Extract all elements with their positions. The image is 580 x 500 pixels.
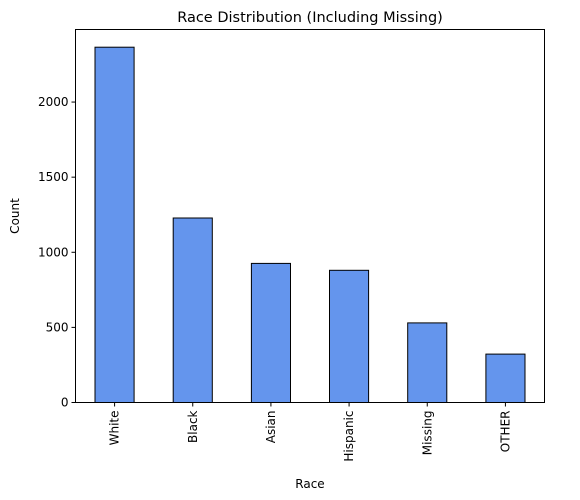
x-tick-label: Missing (420, 411, 434, 456)
bar-black (172, 217, 213, 403)
x-axis-label: Race (295, 477, 324, 491)
y-axis-ticks: 0 500 1000 1500 2000 (38, 95, 76, 410)
bar-other (485, 353, 526, 404)
bar-hispanic (329, 269, 370, 403)
y-tick-label: 1000 (38, 245, 69, 259)
x-tick-label: Asian (264, 411, 278, 444)
x-tick-label: White (108, 411, 122, 446)
y-tick-label: 1500 (38, 170, 69, 184)
x-tick-label: Black (186, 410, 200, 443)
plot-frame (75, 29, 545, 403)
y-tick-label: 0 (61, 396, 69, 410)
x-axis-ticks: White Black Asian Hispanic Missing OTHER (108, 402, 512, 462)
y-tick-label: 2000 (38, 95, 69, 109)
bar-missing (407, 322, 448, 403)
chart-title: Race Distribution (Including Missing) (177, 10, 443, 26)
x-tick-label: Hispanic (342, 411, 356, 462)
bar-asian (250, 262, 291, 403)
y-axis-label: Count (8, 198, 22, 234)
bars-group (94, 46, 526, 404)
x-tick-label: OTHER (498, 411, 512, 453)
bar-white (94, 46, 135, 403)
y-tick-label: 500 (46, 320, 69, 334)
